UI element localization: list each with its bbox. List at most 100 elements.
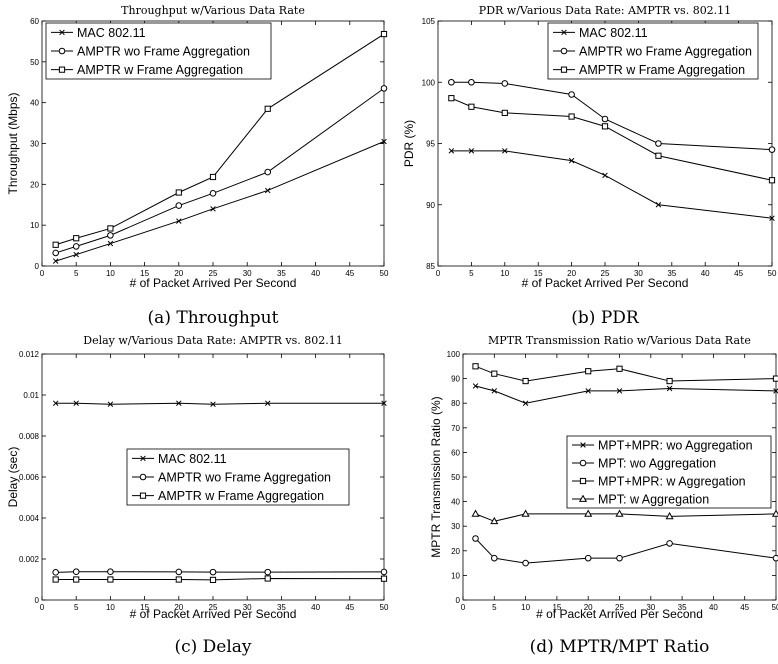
data-point [491, 554, 498, 562]
x-axis-label: # of Packet Arrived Per Second [522, 276, 689, 290]
x-tick-label: 20 [567, 269, 576, 278]
data-point [491, 370, 498, 377]
data-point [522, 559, 529, 567]
data-point [380, 575, 388, 582]
data-point [468, 78, 475, 86]
legend-marker [560, 47, 568, 55]
legend-label: AMPTR w Frame Aggregation [77, 63, 243, 77]
y-tick-label: 85 [426, 262, 435, 271]
legend-label: MAC 802.11 [579, 26, 648, 40]
y-tick-label: 0 [35, 596, 40, 605]
data-point [209, 568, 217, 576]
y-axis-label: Throughput (Mbps) [6, 92, 20, 194]
y-tick-label: 0.006 [19, 473, 40, 482]
x-tick-label: 5 [74, 269, 79, 278]
series-line [475, 365, 777, 382]
y-tick-label: 50 [30, 58, 39, 67]
x-tick-label: 35 [277, 269, 286, 278]
legend-label: AMPTR wo Frame Aggregation [579, 45, 752, 59]
series-3 [472, 363, 778, 385]
y-tick-label: 95 [426, 140, 435, 149]
subfigure-caption: (b) PDR [571, 308, 640, 328]
x-tick-label: 10 [106, 603, 115, 612]
legend-marker [139, 473, 147, 481]
data-point [472, 383, 479, 389]
legend: MAC 802.11 AMPTR wo Frame Aggregation AMPT… [547, 22, 759, 80]
y-tick-label: 90 [451, 375, 460, 384]
data-point [568, 91, 575, 98]
y-tick-label: 30 [451, 522, 460, 531]
data-point [615, 509, 624, 517]
data-point [107, 232, 114, 239]
data-point [107, 225, 114, 232]
subfigure-caption: (d) MPTR/MPT Ratio [530, 637, 710, 657]
series-2 [52, 85, 388, 257]
legend-label: AMPTR w Frame Aggregation [579, 63, 745, 77]
x-tick-label: 15 [534, 269, 543, 278]
legend: MAC 802.11 AMPTR wo Frame Aggregation AMPT… [45, 22, 272, 80]
data-point [52, 400, 59, 406]
data-point [768, 177, 776, 184]
chart-panel-2: PDR w/Various Data Rate: AMPTR vs. 802.1… [402, 4, 777, 328]
y-tick-label: 20 [451, 547, 460, 556]
data-point [655, 152, 662, 159]
data-point [448, 148, 455, 154]
x-tick-label: 50 [380, 603, 389, 612]
data-point [107, 576, 114, 583]
legend: MAC 802.11 AMPTR wo Frame Aggregation AMPT… [126, 448, 350, 506]
series-1 [448, 148, 775, 221]
data-point [209, 190, 217, 197]
x-tick-label: 20 [174, 603, 183, 612]
data-point [176, 400, 182, 406]
y-tick-label: 60 [30, 17, 39, 26]
legend-label: MPT: w Aggregation [598, 493, 709, 507]
legend-marker [561, 29, 567, 36]
y-tick-label: 10 [30, 221, 39, 230]
legend-marker [59, 29, 65, 36]
series-2 [448, 78, 776, 153]
data-point [52, 569, 59, 576]
x-tick-label: 40 [311, 603, 320, 612]
series-1 [52, 138, 387, 264]
data-point [175, 568, 183, 576]
data-point [381, 138, 387, 145]
data-point [175, 202, 183, 209]
data-point [264, 105, 271, 112]
y-tick-label: 80 [451, 399, 460, 408]
data-point [568, 113, 575, 120]
data-point [107, 568, 114, 576]
data-point [769, 215, 775, 221]
legend-marker [140, 455, 146, 462]
legend-label: MPT+MPR: wo Aggregation [598, 439, 753, 453]
data-point [209, 173, 217, 181]
data-point [468, 148, 475, 154]
x-tick-label: 30 [634, 269, 643, 278]
data-point [448, 78, 455, 86]
data-point [380, 568, 388, 576]
y-tick-label: 30 [30, 140, 39, 149]
data-point [468, 103, 475, 110]
series-3 [52, 30, 388, 248]
data-point [52, 258, 59, 264]
series-line [475, 385, 777, 404]
data-point [176, 218, 182, 224]
data-point [771, 509, 778, 517]
legend-marker [139, 492, 147, 499]
data-point [448, 95, 455, 102]
legend: MPT+MPR: wo Aggregation MPT: wo Aggregati… [566, 435, 772, 509]
x-tick-label: 45 [345, 603, 354, 612]
data-point [73, 576, 80, 583]
x-tick-label: 50 [772, 603, 778, 612]
x-tick-label: 15 [140, 269, 149, 278]
legend-box [45, 22, 272, 80]
data-point [616, 388, 623, 394]
data-point [502, 148, 508, 154]
x-tick-label: 10 [106, 269, 115, 278]
x-tick-label: 35 [667, 269, 676, 278]
data-point [209, 576, 217, 584]
x-tick-label: 20 [584, 603, 593, 612]
y-tick-label: 0.004 [19, 514, 40, 523]
y-tick-label: 70 [451, 424, 460, 433]
data-point [175, 189, 182, 196]
chart-panel-4: MPTR Transmission Ratio w/Various Data R… [429, 334, 778, 657]
